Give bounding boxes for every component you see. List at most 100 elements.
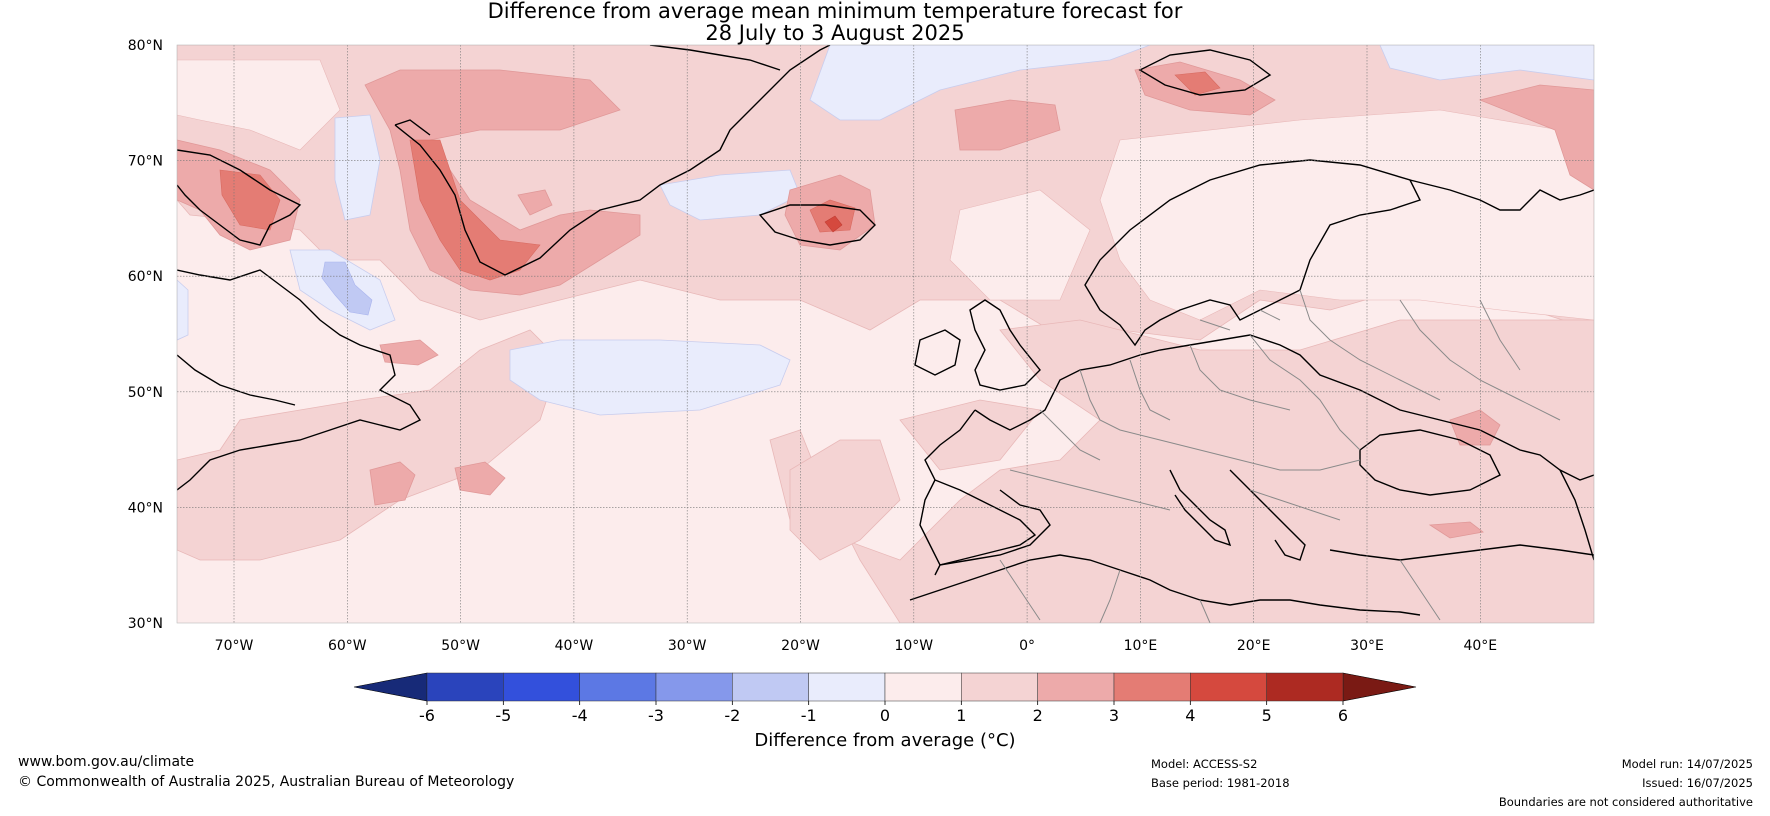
coastline-svalbard [1138,49,1272,96]
colorbar-label: Difference from average (°C) [754,730,1015,751]
country-borders [999,289,1561,623]
anomaly-region-3-4 [219,169,281,231]
coastlines [177,45,1594,616]
colorbar-tick-label: -2 [724,706,740,725]
longitude-tick-label: 30°W [668,638,707,654]
anomaly-region-1-2 [899,399,1041,471]
footer-model-run: Model run: 14/07/2025 [1621,757,1753,771]
anomaly-region-0-1 [177,59,341,151]
longitude-tick-label: 60°W [328,638,367,654]
latitude-labels: 80°N 70°N 60°N 50°N 40°N 30°N [128,38,163,632]
colorbar-bin [1037,672,1115,702]
anomaly-region-1-2 [789,439,901,561]
anomaly-region-minus-1-0 [177,279,189,341]
coastline-greenland [394,45,831,276]
coastline-labrador [177,269,422,491]
anomaly-region-2-3 [517,189,553,216]
anomaly-region-1-2 [769,319,1594,623]
latitude-tick-label: 50°N [128,385,163,401]
colorbar-tick-label: -1 [801,706,817,725]
longitude-tick-label: 30°E [1350,638,1384,654]
latitude-tick-label: 80°N [128,38,163,54]
anomaly-region-2-3 [1428,521,1484,539]
latitude-tick-label: 70°N [128,154,163,170]
colorbar-under-extension [353,672,428,702]
footer-copyright: © Commonwealth of Australia 2025, Austra… [18,774,515,790]
anomaly-region-4-5 [824,215,843,233]
colorbar-tick-label: 5 [1262,706,1272,725]
colorbar-bin [1266,672,1344,702]
anomaly-region-2-3 [369,461,416,506]
chart-title-line-1: Difference from average mean minimum tem… [487,0,1183,23]
anomaly-region-0-1 [949,189,1091,301]
colorbar-over-extension [1342,672,1417,702]
colorbar-bin [884,672,962,702]
footer-issued: Issued: 16/07/2025 [1642,776,1753,790]
anomaly-region-2-3 [379,339,439,366]
colorbar-tick-label: 6 [1338,706,1348,725]
colorbar-bin [1190,672,1267,702]
map-frame [176,44,1595,624]
anomaly-region-minus-1-0 [509,339,791,416]
colorbar-tick-label: -5 [495,706,511,725]
colorbar-bin [503,672,580,702]
longitude-tick-label: 70°W [215,638,254,654]
longitude-tick-label: 10°E [1124,638,1158,654]
colorbar-tick-label: 1 [956,706,966,725]
coastline-north-africa [909,554,1421,616]
latitude-tick-label: 40°N [128,500,163,516]
anomaly-region-2-3 [954,99,1061,151]
colorbar-tick-label: -6 [419,706,435,725]
colorbar-tick-label: 3 [1109,706,1119,725]
anomaly-region-3-4 [1174,71,1221,96]
anomaly-region-minus-1-0 [1379,45,1594,81]
colorbar-tick-label: 4 [1185,706,1195,725]
coastline-iberia [919,479,1051,566]
colorbar: -6 -5 -4 -3 -2 -1 0 1 2 3 4 5 6 [353,672,1417,725]
longitude-tick-label: 50°W [441,638,480,654]
coastline-baffin [177,149,302,246]
colorbar-bin [808,672,886,702]
coastline-italy [1169,469,1232,547]
coastline-great-britain [969,299,1041,391]
longitude-tick-label: 10°W [894,638,933,654]
colorbar-tick-label: 2 [1033,706,1043,725]
coastline-balkans [1229,469,1306,561]
colorbar-tick-label: -4 [572,706,588,725]
latitude-tick-label: 60°N [128,269,163,285]
anomaly-region-2-3 [1478,84,1594,191]
coastline-russia-north [1409,179,1594,211]
coastline-iceland [758,204,876,246]
coastline-europe [924,334,1594,576]
colorbar-bin [1113,672,1191,702]
coastline-levant [1559,469,1594,561]
anomaly-region-2-3 [454,461,506,496]
chart-title-line-2: 28 July to 3 August 2025 [705,21,965,45]
footer-model: Model: ACCESS-S2 [1151,757,1258,771]
longitude-tick-label: 0° [1019,638,1035,654]
coastline-turkey [1329,544,1594,561]
colorbar-bin [732,672,809,702]
anomaly-region-minus-1-0 [334,114,381,221]
longitude-tick-label: 40°E [1463,638,1497,654]
graticule [177,45,1594,623]
latitude-tick-label: 30°N [128,616,163,632]
anomaly-region-0-1 [1099,109,1594,321]
anomaly-region-minus-1-0 [659,169,801,221]
colorbar-tick-label: 0 [880,706,890,725]
colorbar-bin [426,672,504,702]
longitude-tick-label: 20°W [781,638,820,654]
longitude-labels: 70°W 60°W 50°W 40°W 30°W 20°W 10°W 0° 10°E 20°E 30… [215,638,1497,654]
longitude-tick-label: 20°E [1237,638,1271,654]
coastline-black-sea [1359,429,1501,496]
coastline-ireland [914,329,961,376]
anomaly-region-minus-1-0 [809,45,1151,121]
anomaly-shading [177,45,1594,623]
footer-website: www.bom.gov.au/climate [18,754,195,770]
anomaly-region-2-3 [364,69,641,296]
colorbar-bin [655,672,733,702]
footer-base-period: Base period: 1981-2018 [1151,776,1290,790]
anomaly-region-2-3 [1449,409,1501,446]
colorbar-tick-label: -3 [648,706,664,725]
